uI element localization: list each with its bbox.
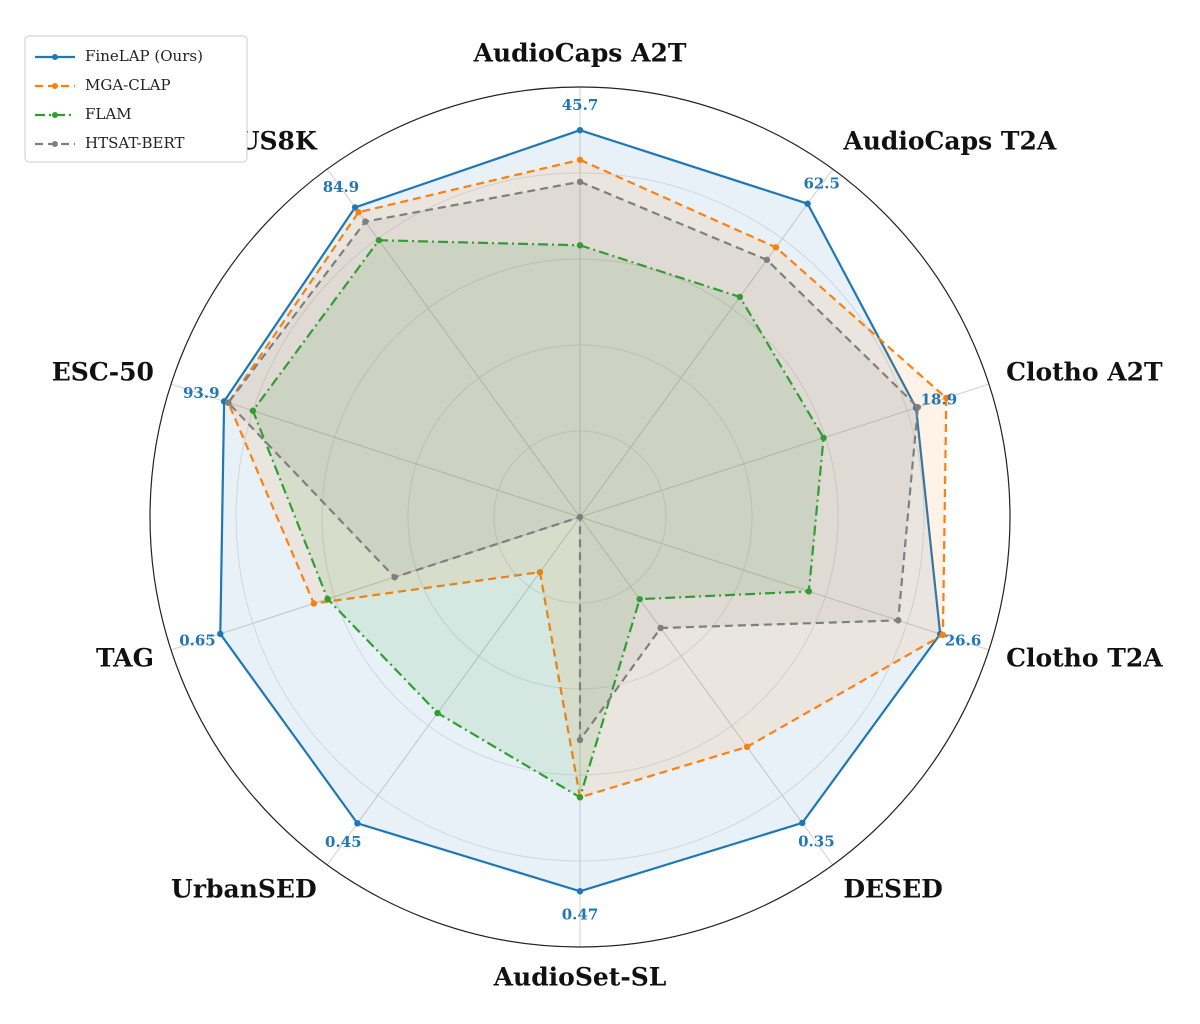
series-marker [943, 394, 950, 402]
series-marker [576, 242, 584, 249]
category-label: AudioCaps T2A [842, 127, 1057, 156]
series-marker [351, 204, 359, 211]
series-marker [805, 588, 813, 595]
labels: AudioCaps A2T AudioCaps T2A Clotho A2T Clot… [52, 39, 1164, 992]
series-marker [804, 200, 811, 207]
outer-ring [149, 86, 1011, 948]
value-label: 0.65 [179, 631, 216, 649]
spoke [579, 516, 990, 651]
legend-marker [52, 112, 58, 118]
series-marker [217, 630, 224, 638]
series-marker [225, 399, 232, 406]
category-label: Clotho A2T [1006, 358, 1163, 387]
category-label: Clotho T2A [1006, 643, 1163, 672]
series-marker [391, 574, 398, 581]
series-marker [763, 256, 771, 264]
value-label: 0.47 [562, 905, 599, 923]
series-marker [324, 595, 331, 603]
category-label: DESED [843, 874, 943, 903]
series-marker [576, 736, 584, 744]
spoke [326, 168, 581, 518]
value-label: 0.45 [325, 833, 362, 851]
series-marker [820, 434, 827, 442]
series-marker [310, 600, 318, 607]
series-marker [736, 293, 744, 301]
category-label: UrbanSED [171, 874, 317, 903]
value-label: 93.9 [183, 384, 220, 402]
value-label: 62.5 [803, 174, 840, 192]
series-marker [576, 794, 584, 801]
series-marker [657, 624, 664, 632]
series-marker [576, 178, 584, 186]
series-marker [249, 407, 257, 414]
series-marker [743, 743, 751, 751]
legend-marker [52, 83, 58, 89]
series-marker [362, 218, 369, 225]
spoke [326, 516, 581, 866]
series-marker [536, 568, 544, 576]
value-label: 45.7 [562, 96, 599, 114]
category-label: TAG [96, 643, 154, 672]
spoke [579, 168, 834, 518]
legend-box [24, 35, 248, 163]
spoke [170, 516, 581, 651]
value-label: 18.9 [921, 390, 958, 408]
legend-label: MGA-CLAP [85, 76, 171, 94]
spoke [579, 516, 834, 866]
category-label: ESC-50 [52, 358, 154, 387]
series-marker [355, 208, 362, 216]
category-label: AudioCaps A2T [473, 39, 687, 68]
series-marker [939, 631, 947, 639]
series-marker [576, 126, 584, 134]
legend-label: HTSAT-BERT [85, 134, 185, 152]
series-marker [895, 617, 902, 624]
series-marker [576, 513, 584, 521]
category-label: AudioSet-SL [493, 963, 667, 992]
series-marker [434, 709, 441, 717]
legend-marker [52, 54, 58, 60]
value-label: 0.35 [798, 832, 835, 850]
value-label: 84.9 [323, 178, 360, 196]
series-marker [354, 820, 361, 827]
series-marker [799, 819, 806, 827]
series-areas [217, 126, 950, 895]
series-marker [772, 244, 780, 251]
category-label: US8K [238, 127, 318, 156]
series-marker [576, 156, 584, 163]
legend-label: FineLAP (Ours) [85, 47, 203, 65]
series-marker [914, 404, 922, 411]
spoke [170, 383, 581, 518]
series-marker [375, 237, 383, 244]
legend-marker [52, 141, 58, 147]
grid [149, 86, 1011, 948]
legend-label: FLAM [85, 105, 132, 123]
value-label: 26.6 [945, 631, 982, 649]
series-marker [576, 888, 584, 895]
legend: FineLAP (Ours) MGA-CLAP FLAM HTSAT-BERT [35, 47, 203, 152]
series-marker [636, 595, 643, 603]
